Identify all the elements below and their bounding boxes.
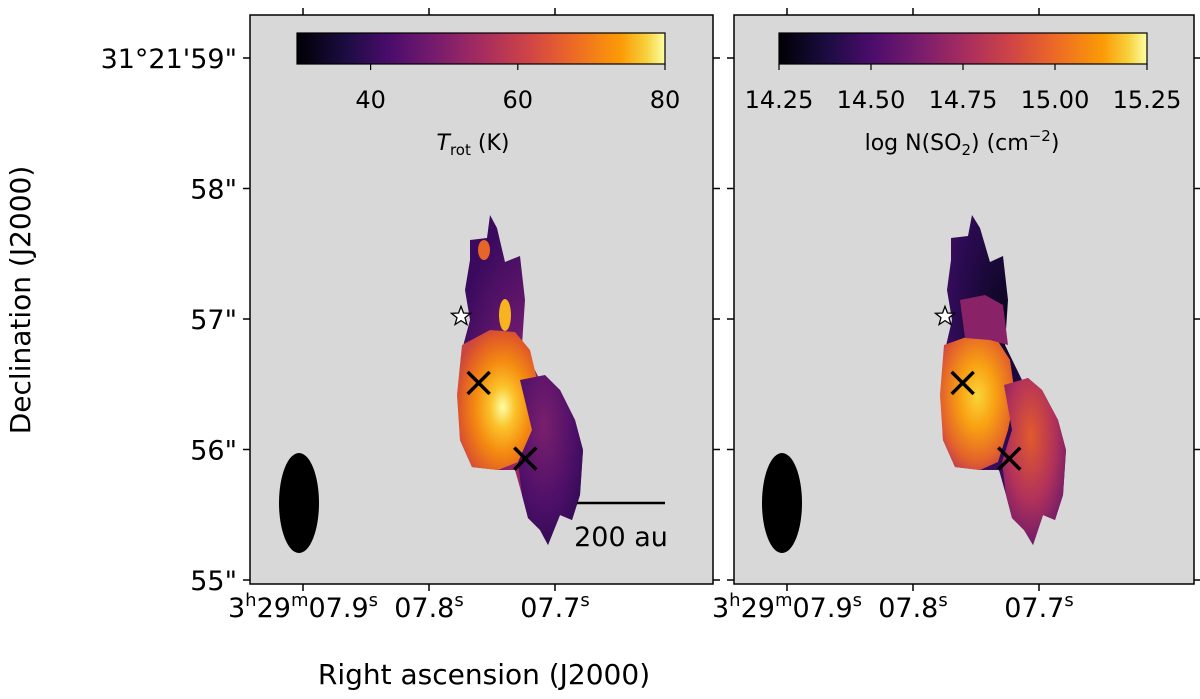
- x-tick-label: 07.8s: [878, 590, 948, 624]
- trot-central-core: [457, 330, 540, 470]
- right-colorbar-label-sup: −2: [1029, 127, 1051, 145]
- colorbar-tick-label: 60: [503, 86, 534, 114]
- left-colorbar-ticks: 40 60 80: [355, 64, 680, 114]
- left-colorbar: 40 60 80 Trot (K): [296, 32, 680, 159]
- x-tick-label: 07.8s: [394, 590, 464, 624]
- so2-map: [940, 215, 1066, 545]
- left-colorbar-gradient: [296, 32, 666, 65]
- right-colorbar-ticks: 14.25 14.50 14.75 15.00 15.25: [745, 64, 1182, 114]
- left-panel: 40 60 80 Trot (K) 200 au 3h29m07.9s 07.8s 07…: [101, 8, 720, 624]
- y-tick-label: 56": [190, 436, 237, 467]
- right-colorbar-label-end: ): [1051, 131, 1060, 156]
- cross-marker: [513, 446, 538, 471]
- left-axis-ticks: 3h29m07.9s 07.8s 07.7s 31°21'59" 58" 57" 56" 55…: [101, 8, 720, 624]
- x-tick-label: 3h29m07.9s: [228, 590, 378, 624]
- y-axis-label: Declination (J2000): [4, 166, 37, 435]
- trot-southern-lobe: [518, 375, 583, 545]
- right-colorbar-gradient: [778, 32, 1148, 65]
- colorbar-tick-label: 14.75: [929, 86, 998, 114]
- y-tick-label: 58": [190, 175, 237, 206]
- right-colorbar-label-main: log N(SO: [865, 131, 962, 156]
- right-beam-ellipse: [762, 453, 802, 553]
- colorbar-tick-label: 14.25: [745, 86, 814, 114]
- colorbar-tick-label: 80: [650, 86, 681, 114]
- right-colorbar-label-unit: ) (cm: [971, 131, 1029, 156]
- left-colorbar-label-main: T: [437, 131, 452, 156]
- right-colorbar: 14.25 14.50 14.75 15.00 15.25 log N(SO2) (cm…: [745, 32, 1182, 159]
- cross-marker: [950, 370, 975, 396]
- so2-mid-region: [960, 295, 1008, 345]
- cross-marker: [997, 446, 1022, 471]
- cross-marker: [466, 370, 491, 396]
- protostar-marker: [449, 304, 473, 327]
- colorbar-tick-label: 14.50: [837, 86, 906, 114]
- scale-bar: 200 au: [574, 501, 668, 553]
- x-tick-label: 07.7s: [520, 590, 590, 624]
- so2-central-core: [940, 335, 1015, 470]
- trot-map: [457, 215, 583, 545]
- right-panel: 14.25 14.50 14.75 15.00 15.25 log N(SO2) (cm…: [712, 8, 1200, 624]
- trot-hot-spot: [499, 299, 511, 331]
- x-tick-label: 3h29m07.9s: [712, 590, 862, 624]
- left-colorbar-label: Trot (K): [437, 131, 510, 159]
- scale-bar-label: 200 au: [574, 522, 668, 553]
- left-colorbar-label-sub: rot: [450, 141, 471, 159]
- colorbar-tick-label: 40: [355, 86, 386, 114]
- left-beam-ellipse: [279, 453, 319, 553]
- x-axis-label: Right ascension (J2000): [318, 658, 650, 691]
- y-tick-label: 31°21'59": [101, 44, 237, 75]
- y-tick-label: 55": [190, 566, 237, 597]
- left-markers: [449, 304, 538, 471]
- left-colorbar-label-unit: (K): [471, 131, 510, 156]
- protostar-marker: [933, 304, 957, 327]
- colorbar-tick-label: 15.00: [1021, 86, 1090, 114]
- colorbar-tick-label: 15.25: [1113, 86, 1182, 114]
- so2-southern-lobe: [1002, 378, 1066, 545]
- right-colorbar-label-sub: 2: [961, 141, 971, 159]
- x-tick-label: 07.7s: [1004, 590, 1074, 624]
- right-colorbar-label: log N(SO2) (cm−2): [865, 127, 1060, 159]
- y-tick-label: 57": [190, 305, 237, 336]
- trot-warm-patch: [478, 240, 490, 260]
- right-markers: [933, 304, 1022, 471]
